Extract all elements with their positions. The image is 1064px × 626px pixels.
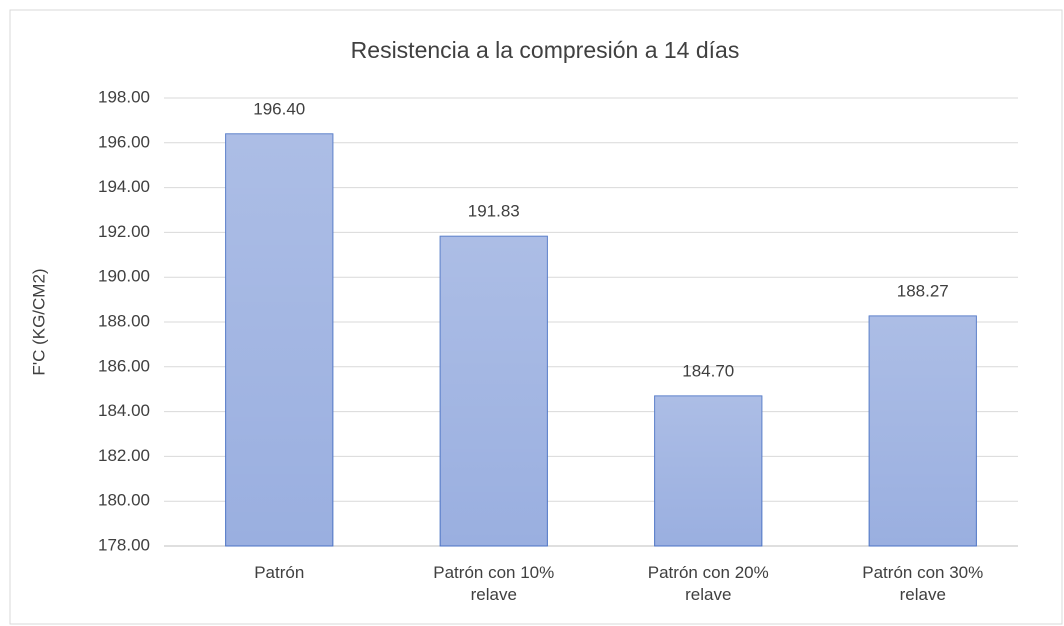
x-tick-label: Patrón con 30% relave <box>862 563 984 604</box>
data-label: 188.27 <box>897 281 949 300</box>
data-label: 196.40 <box>253 99 305 118</box>
y-tick-label: 190.00 <box>98 267 150 286</box>
y-axis-label: F'C (KG/CM2) <box>29 268 48 375</box>
y-tick-label: 192.00 <box>98 222 150 241</box>
bar-shade <box>225 133 333 546</box>
bar-shade <box>654 395 762 546</box>
y-tick-label: 184.00 <box>98 401 150 420</box>
bar-shade <box>440 236 548 546</box>
bar-shade <box>869 315 977 546</box>
y-tick-label: 196.00 <box>98 132 150 151</box>
y-tick-label: 198.00 <box>98 87 150 106</box>
y-tick-label: 182.00 <box>98 446 150 465</box>
y-tick-label: 194.00 <box>98 177 150 196</box>
data-label: 191.83 <box>468 202 520 221</box>
x-tick-label: Patrón <box>254 563 305 582</box>
data-label: 184.70 <box>682 361 734 380</box>
y-tick-label: 188.00 <box>98 311 150 330</box>
chart-title: Resistencia a la compresión a 14 días <box>351 37 740 63</box>
x-tick-label: Patrón con 20% relave <box>647 563 769 604</box>
y-tick-label: 180.00 <box>98 491 150 510</box>
y-tick-label: 178.00 <box>98 535 150 554</box>
x-tick-label: Patrón con 10% relave <box>433 563 555 604</box>
y-tick-label: 186.00 <box>98 356 150 375</box>
